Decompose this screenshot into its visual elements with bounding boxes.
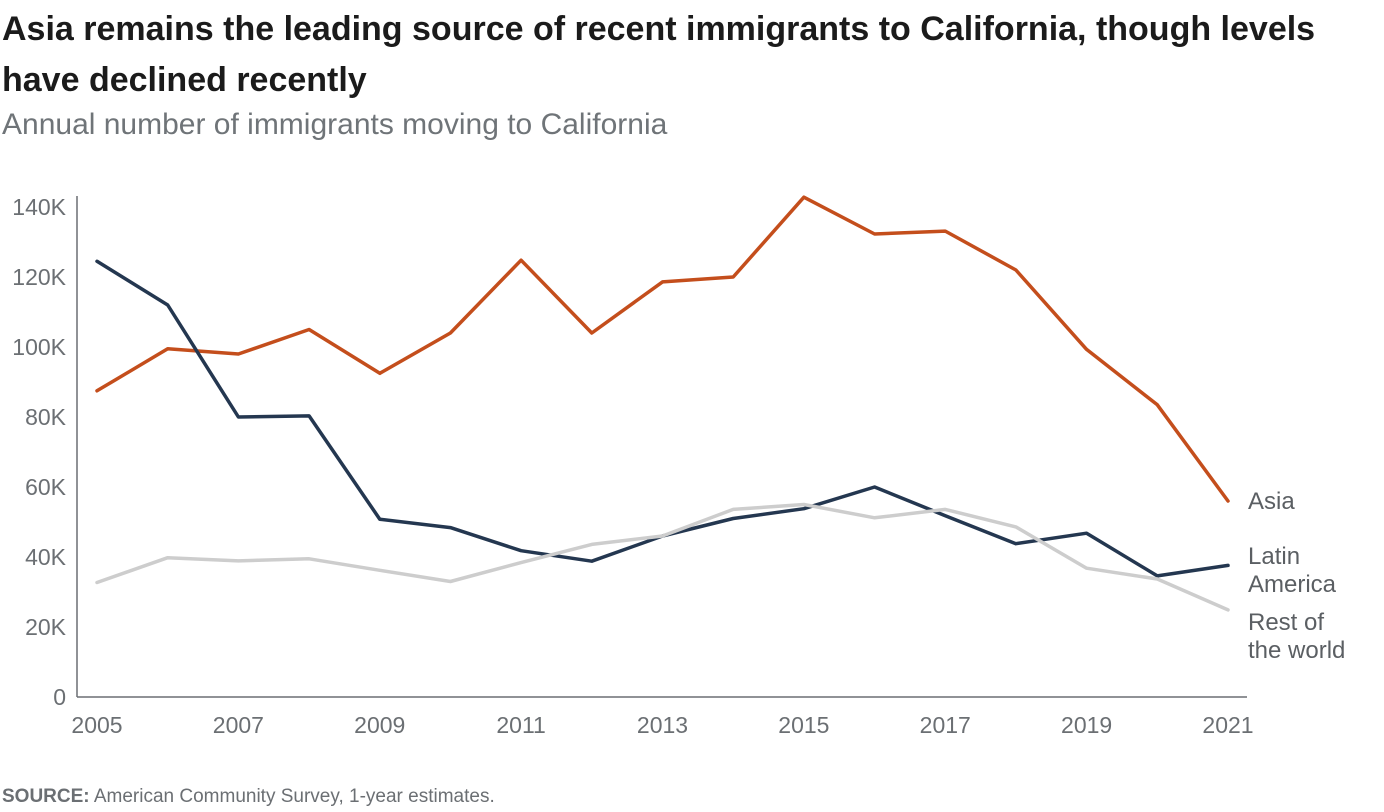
y-tick-label: 100K [12,334,66,360]
x-tick-label: 2007 [213,712,264,738]
source-label: SOURCE: [2,786,90,807]
source-note: SOURCE: American Community Survey, 1-yea… [2,786,495,808]
chart-series-lines [95,195,1230,612]
chart-title: Asia remains the leading source of recen… [2,10,1316,99]
y-tick-label: 0 [53,684,66,710]
x-tick-label: 2021 [1202,712,1253,738]
y-tick-label: 60K [25,474,67,500]
series-label-2: America [1248,571,1337,598]
y-tick-label: 20K [25,614,67,640]
y-tick-label: 120K [12,264,66,290]
series-label-3: Rest of [1248,609,1324,636]
source-text: American Community Survey, 1-year estima… [89,786,495,807]
series-line-3 [95,502,1230,612]
series-line-2 [95,259,1230,578]
line-chart: 0 20K 40K 60K 80K 100K 120K 140K 2005 2007 2009 201… [12,194,1345,738]
series-label-3: the world [1248,637,1345,664]
series-label-2: Latin [1248,543,1300,570]
x-tick-label: 2013 [637,712,688,738]
x-tick-label: 2011 [496,712,545,738]
series-line-1 [95,195,1230,503]
chart-subtitle: Annual number of immigrants moving to Ca… [2,108,668,141]
y-tick-label: 140K [12,194,66,220]
x-tick-label: 2019 [1061,712,1112,738]
x-tick-label: 2015 [778,712,829,738]
x-tick-label: 2017 [920,712,971,738]
chart-axes: 0 20K 40K 60K 80K 100K 120K 140K 2005 2007 2009 201… [12,194,1253,738]
series-label-1: Asia [1248,488,1295,515]
y-tick-label: 40K [25,544,67,570]
x-tick-label: 2005 [71,712,122,738]
y-tick-label: 80K [25,404,67,430]
x-tick-label: 2009 [354,712,405,738]
